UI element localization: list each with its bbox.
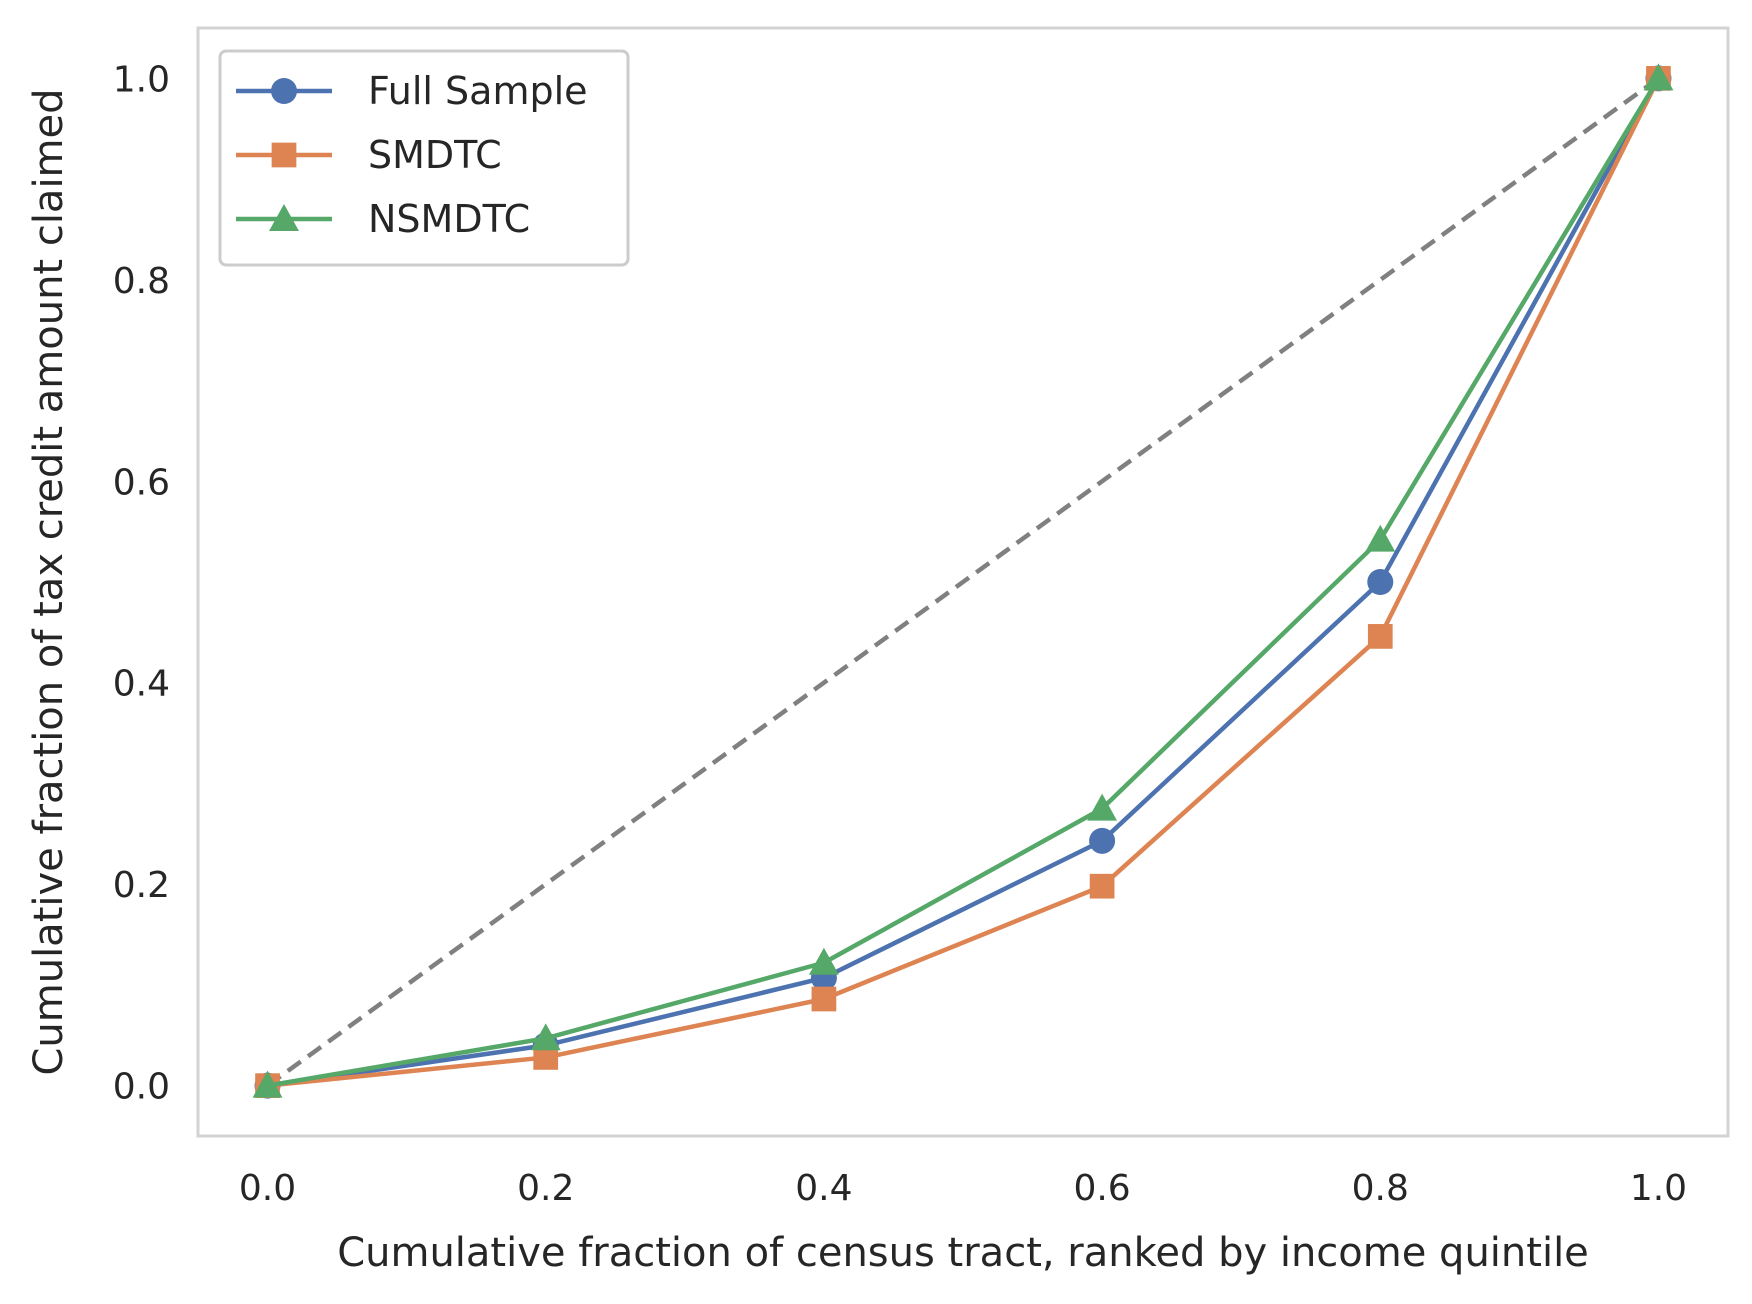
equality-reference-line xyxy=(266,76,1660,1088)
y-axis-label: Cumulative fraction of tax credit amount… xyxy=(26,88,72,1075)
data-point-nsmdtc xyxy=(1087,793,1118,821)
legend-label-smdtc: SMDTC xyxy=(368,133,502,177)
data-point-nsmdtc xyxy=(1365,524,1396,552)
series-line-smdtc xyxy=(265,76,1661,1088)
x-tick-label: 0.0 xyxy=(239,1168,296,1209)
legend: Full Sample SMDTC NSMDTC xyxy=(218,49,630,267)
data-point-nsmdtc xyxy=(1643,63,1674,91)
data-point-nsmdtc xyxy=(252,1070,283,1098)
data-point-smdtc xyxy=(811,986,837,1012)
legend-marker-nsmdtc xyxy=(269,204,299,231)
x-tick-label: 0.6 xyxy=(1073,1168,1130,1209)
legend-label-nsmdtc: NSMDTC xyxy=(368,197,530,241)
y-tick-label: 0.6 xyxy=(113,462,170,503)
x-tick-label: 0.2 xyxy=(517,1168,574,1209)
series-line-full-sample xyxy=(265,76,1661,1088)
x-tick-label: 1.0 xyxy=(1630,1168,1687,1209)
data-point-full-sample xyxy=(1367,569,1394,595)
data-point-smdtc xyxy=(1367,624,1393,649)
y-tick-label: 0.0 xyxy=(113,1067,170,1108)
data-point-full-sample xyxy=(1089,827,1116,854)
data-point-nsmdtc xyxy=(530,1023,561,1051)
x-axis-label: Cumulative fraction of census tract, ran… xyxy=(337,1230,1589,1276)
data-point-smdtc xyxy=(1089,873,1115,899)
series-nsmdtc xyxy=(252,63,1674,1098)
legend-box xyxy=(218,49,630,267)
legend-marker-smdtc xyxy=(271,142,297,168)
y-tick-label: 0.8 xyxy=(113,261,170,302)
legend-marker-full-sample xyxy=(271,78,297,104)
x-tick-label: 0.8 xyxy=(1352,1168,1409,1209)
axis-ticks: 0.0 0.2 0.4 0.6 0.8 1.0 0.0 0.2 0.4 0.6 0.8 1.0 xyxy=(113,59,1687,1209)
legend-label-full-sample: Full Sample xyxy=(368,69,588,113)
x-tick-label: 0.4 xyxy=(795,1168,852,1209)
y-tick-label: 0.2 xyxy=(113,865,170,906)
y-tick-label: 1.0 xyxy=(113,59,170,100)
data-point-nsmdtc xyxy=(808,947,839,975)
y-tick-label: 0.4 xyxy=(113,664,170,705)
series-line-nsmdtc xyxy=(265,76,1661,1088)
